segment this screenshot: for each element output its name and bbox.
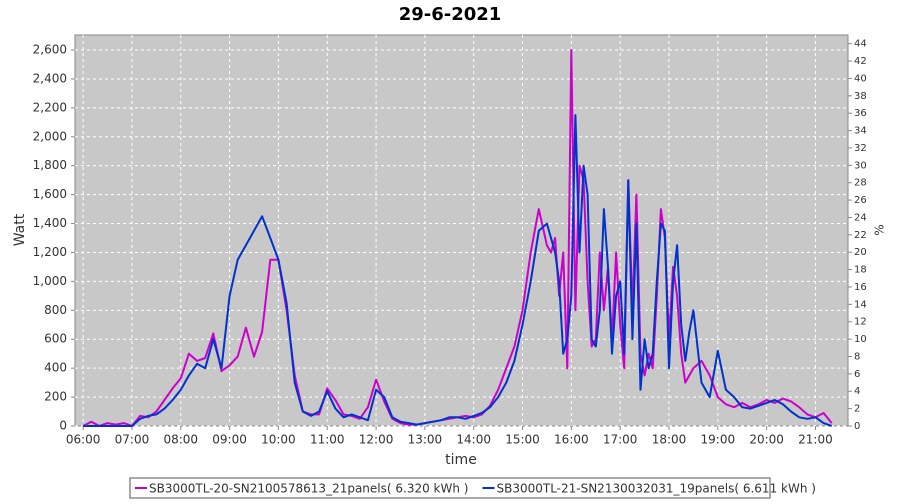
y2-tick-label: 32 (854, 143, 867, 154)
y2-axis-label: % (873, 224, 887, 235)
y2-tick-label: 42 (854, 56, 867, 67)
y-tick-label: 2,200 (33, 100, 67, 114)
chart-title: 29-6-2021 (399, 4, 502, 25)
legend (129, 477, 771, 499)
y-tick-label: 2,600 (33, 43, 67, 57)
y2-tick-label: 38 (854, 91, 867, 102)
y-tick-label: 0 (59, 419, 67, 433)
series-line (82, 49, 833, 427)
x-tick-label: 09:00 (212, 433, 247, 447)
y-tick-label: 600 (44, 332, 67, 346)
y2-tick-label: 36 (854, 108, 867, 119)
y2-tick-label: 10 (854, 334, 867, 345)
legend-label: SB3000TL-21-SN2130032031_19panels( 6.611… (496, 482, 815, 496)
x-tick-label: 21:00 (798, 433, 833, 447)
x-tick-label: 12:00 (359, 433, 394, 447)
y2-tick-label: 12 (854, 317, 867, 328)
y-tick-label: 800 (44, 303, 67, 317)
x-tick-label: 08:00 (163, 433, 198, 447)
y2-tick-label: 6 (854, 369, 860, 380)
y-tick-label: 1,000 (33, 274, 67, 288)
y2-tick-label: 4 (854, 386, 860, 397)
y-tick-label: 400 (44, 361, 67, 375)
y2-tick-label: 28 (854, 178, 867, 189)
plot-area (74, 34, 849, 427)
y-tick-label: 200 (44, 390, 67, 404)
y2-tick-label: 0 (854, 421, 860, 432)
x-tick-label: 06:00 (66, 433, 101, 447)
x-tick-label: 14:00 (456, 433, 491, 447)
x-tick-label: 07:00 (115, 433, 150, 447)
y-tick-label: 1,600 (33, 187, 67, 201)
y2-tick-label: 20 (854, 247, 867, 258)
y2-tick-label: 16 (854, 282, 867, 293)
series-line (83, 114, 833, 427)
y2-tick-label: 30 (854, 160, 867, 171)
y2-tick-label: 26 (854, 195, 867, 206)
y2-tick-label: 18 (854, 265, 867, 276)
x-tick-label: 13:00 (408, 433, 443, 447)
y2-tick-label: 34 (854, 126, 867, 137)
y-tick-label: 2,400 (33, 71, 67, 85)
y2-tick-label: 40 (854, 73, 867, 84)
x-tick-label: 11:00 (310, 433, 345, 447)
x-tick-label: 20:00 (749, 433, 784, 447)
y-tick-label: 1,400 (33, 216, 67, 230)
x-tick-label: 15:00 (505, 433, 540, 447)
x-tick-label: 10:00 (261, 433, 296, 447)
x-tick-label: 17:00 (603, 433, 638, 447)
x-axis-label: time (445, 452, 477, 468)
x-tick-label: 16:00 (554, 433, 589, 447)
y2-tick-label: 14 (854, 299, 867, 310)
y2-tick-label: 8 (854, 351, 860, 362)
y2-tick-label: 44 (854, 39, 867, 50)
y-tick-label: 1,800 (33, 158, 67, 172)
y-tick-label: 2,000 (33, 129, 67, 143)
y2-tick-label: 22 (854, 230, 867, 241)
y-tick-label: 1,200 (33, 245, 67, 259)
x-tick-label: 18:00 (652, 433, 687, 447)
legend-label: SB3000TL-20-SN2100578613_21panels( 6.320… (149, 482, 468, 496)
y2-tick-label: 2 (854, 404, 860, 415)
x-tick-label: 19:00 (701, 433, 736, 447)
y2-tick-label: 24 (854, 212, 867, 223)
y-axis-label: Watt (12, 213, 28, 246)
